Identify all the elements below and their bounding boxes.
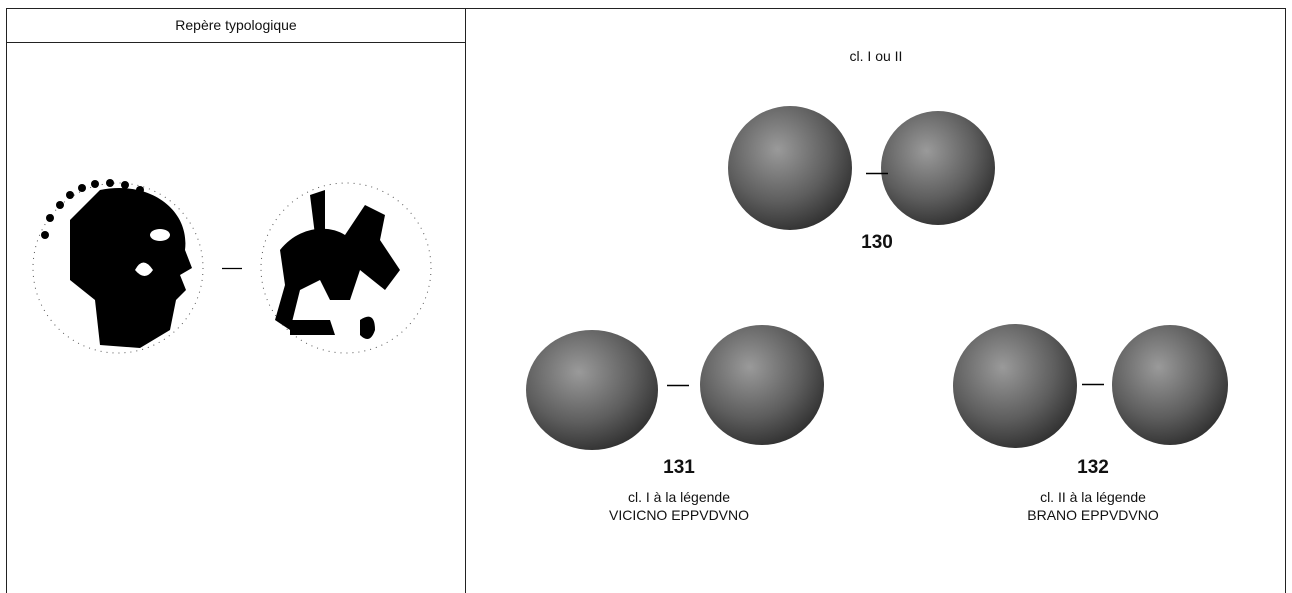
coin-number: 131 <box>663 457 695 478</box>
coin-caption: cl. I à la légende <box>628 489 730 505</box>
column-title: Repère typologique <box>175 17 297 33</box>
coin-caption: VICICNO EPPVDVNO <box>608 507 750 523</box>
coin-caption: BRANO EPPVDVNO <box>1027 507 1159 523</box>
typological-drawing <box>32 179 432 354</box>
table-lines <box>6 8 1286 593</box>
coin-caption: cl. II à la légende <box>1040 489 1146 505</box>
coin-number: 132 <box>1077 457 1109 478</box>
coin-number: 130 <box>861 232 893 253</box>
group-label: cl. I ou II <box>849 48 903 64</box>
coin-photos <box>526 106 1228 450</box>
